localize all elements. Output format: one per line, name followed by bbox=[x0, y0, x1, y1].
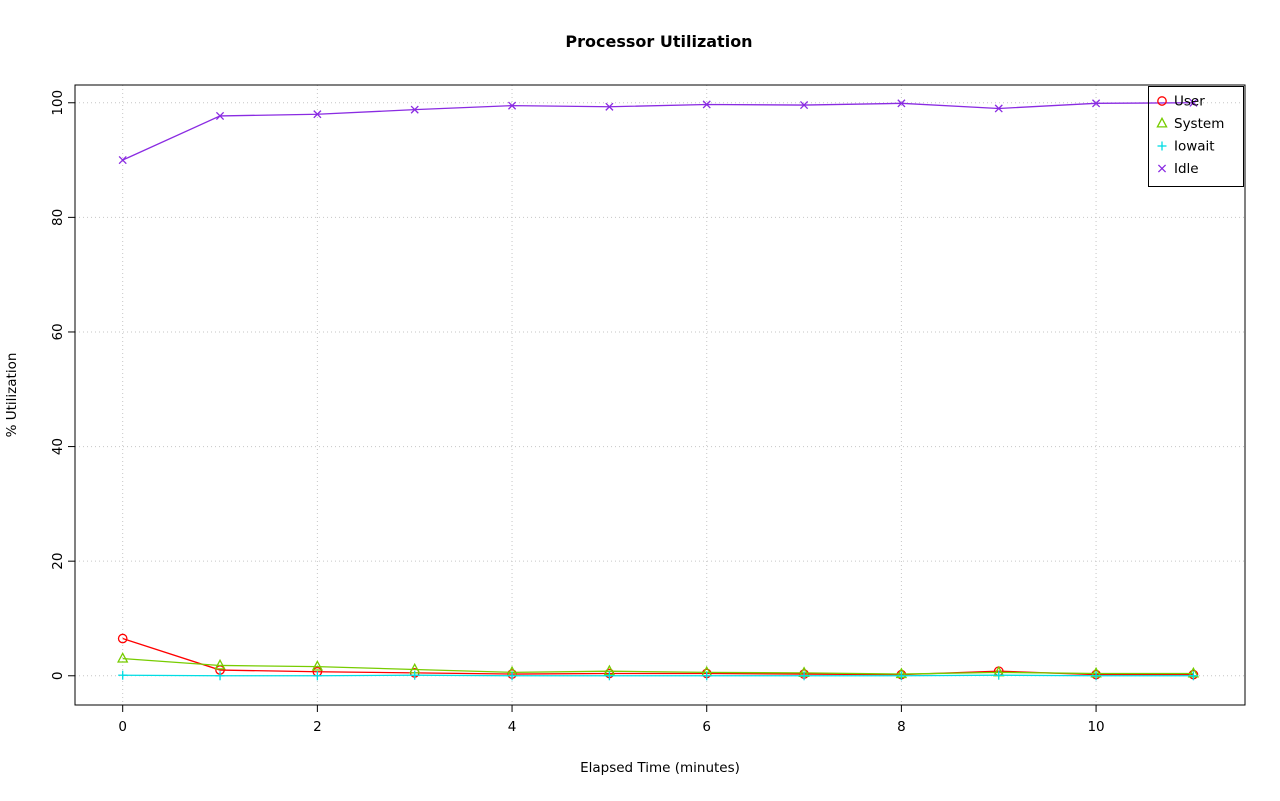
plot-frame bbox=[74, 84, 1246, 706]
y-tick-label: 60 bbox=[50, 323, 66, 340]
y-axis-title: % Utilization bbox=[4, 353, 20, 438]
legend-label: Iowait bbox=[1174, 139, 1215, 155]
series-idle bbox=[118, 98, 1198, 165]
y-tick-label: 80 bbox=[50, 209, 66, 226]
chart-title: Processor Utilization bbox=[565, 32, 752, 51]
legend-item-idle bbox=[1157, 164, 1167, 173]
legend-box bbox=[1148, 86, 1244, 187]
x-tick-label: 2 bbox=[313, 719, 322, 735]
series-system bbox=[117, 652, 1200, 679]
y-tick-label: 40 bbox=[50, 438, 66, 455]
series-line bbox=[122, 674, 1194, 677]
y-tick-label: 0 bbox=[50, 671, 66, 680]
x-tick-label: 10 bbox=[1087, 719, 1104, 735]
legend-label: System bbox=[1174, 116, 1224, 132]
legend-item-user bbox=[1157, 96, 1167, 106]
series-line bbox=[122, 657, 1194, 675]
legend: User System Iowait Idle bbox=[1148, 86, 1244, 187]
x-axis-title: Elapsed Time (minutes) bbox=[580, 760, 740, 776]
series-line bbox=[122, 102, 1194, 161]
legend-label: User bbox=[1174, 94, 1205, 110]
legend-label: Idle bbox=[1174, 161, 1199, 177]
x-tick-label: 8 bbox=[897, 719, 906, 735]
x-tick-label: 6 bbox=[702, 719, 711, 735]
x-tick-label: 0 bbox=[118, 719, 127, 735]
legend-item-iowait bbox=[1157, 141, 1167, 151]
series-iowait bbox=[118, 670, 1198, 681]
legend-item-system bbox=[1156, 116, 1168, 128]
gridlines bbox=[75, 85, 1245, 705]
y-tick-label: 100 bbox=[50, 90, 66, 116]
x-tick-label: 4 bbox=[508, 719, 517, 735]
series-line bbox=[122, 637, 1194, 676]
y-tick-label: 20 bbox=[50, 553, 66, 570]
